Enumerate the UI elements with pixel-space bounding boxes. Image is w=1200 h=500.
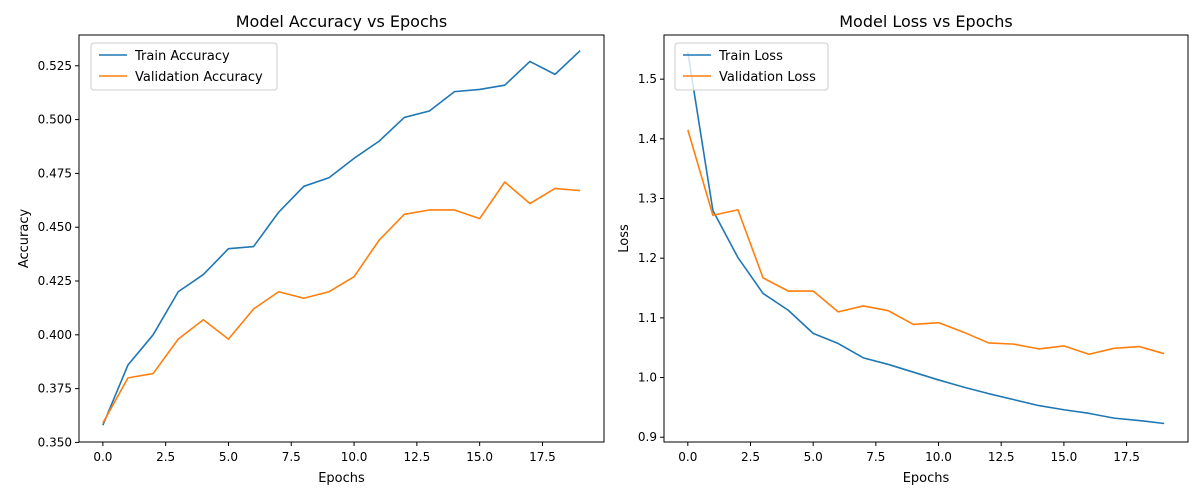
x-tick-label: 2.5: [741, 450, 760, 464]
x-tick-label: 15.0: [466, 450, 493, 464]
x-tick-label: 0.0: [93, 450, 112, 464]
y-tick-label: 1.1: [638, 311, 657, 325]
accuracy-chart: 0.0 2.5 5.0 7.5 10.0 12.5 15.0 17.5 0.350 0.375 0.…: [17, 12, 605, 486]
y-tick-label: 1.2: [638, 251, 657, 265]
y-tick-label: 1.3: [638, 192, 657, 206]
x-tick-label: 7.5: [866, 450, 885, 464]
x-axis-label: Epochs: [903, 471, 950, 486]
y-tick-label: 0.475: [38, 166, 72, 180]
x-tick-label: 10.0: [341, 450, 368, 464]
chart-title: Model Accuracy vs Epochs: [236, 12, 447, 31]
y-tick-label: 0.525: [38, 59, 72, 73]
y-axis-label: Accuracy: [17, 209, 32, 269]
axes-frame: [78, 34, 605, 443]
series-line-validation-loss: [687, 129, 1165, 356]
y-tick-label: 1.4: [638, 132, 657, 146]
x-tick-label: 0.0: [678, 450, 697, 464]
series-line-validation-accuracy: [102, 181, 581, 424]
y-tick-label: 0.450: [38, 220, 72, 234]
y-axis-label: Loss: [617, 224, 632, 253]
x-tick-label: 5.0: [804, 450, 823, 464]
series-line-train-loss: [687, 52, 1165, 425]
y-tick-label: 0.400: [38, 328, 72, 342]
x-tick-label: 5.0: [219, 450, 238, 464]
loss-chart: 0.0 2.5 5.0 7.5 10.0 12.5 15.0 17.5 0.9 1.0 1.1 1.2…: [617, 12, 1189, 486]
x-axis-label: Epochs: [318, 471, 365, 486]
x-tick-label: 15.0: [1051, 450, 1078, 464]
x-tick-label: 17.5: [1113, 450, 1140, 464]
y-tick-label: 1.5: [638, 72, 657, 86]
series-line-train-accuracy: [102, 50, 581, 426]
legend-label: Validation Loss: [719, 70, 816, 85]
axes-frame: [663, 34, 1189, 443]
y-tick-label: 0.425: [38, 274, 72, 288]
legend: Train Accuracy Validation Accuracy: [90, 42, 278, 91]
y-tick-label: 0.9: [638, 430, 657, 444]
legend-box: [90, 42, 278, 91]
x-tick-label: 12.5: [988, 450, 1015, 464]
x-tick-label: 7.5: [282, 450, 301, 464]
y-tick-label: 0.375: [38, 382, 72, 396]
y-tick-label: 0.350: [38, 435, 72, 449]
y-tick-label: 0.500: [38, 113, 72, 127]
chart-title: Model Loss vs Epochs: [839, 12, 1013, 31]
x-tick-label: 2.5: [156, 450, 175, 464]
x-tick-label: 10.0: [925, 450, 952, 464]
x-tick-label: 12.5: [403, 450, 430, 464]
y-tick-label: 1.0: [638, 371, 657, 385]
legend-box: [674, 42, 829, 91]
legend-label: Train Loss: [718, 49, 783, 64]
legend-label: Validation Accuracy: [135, 70, 263, 85]
legend: Train Loss Validation Loss: [674, 42, 829, 91]
legend-label: Train Accuracy: [134, 49, 230, 64]
x-tick-label: 17.5: [529, 450, 556, 464]
